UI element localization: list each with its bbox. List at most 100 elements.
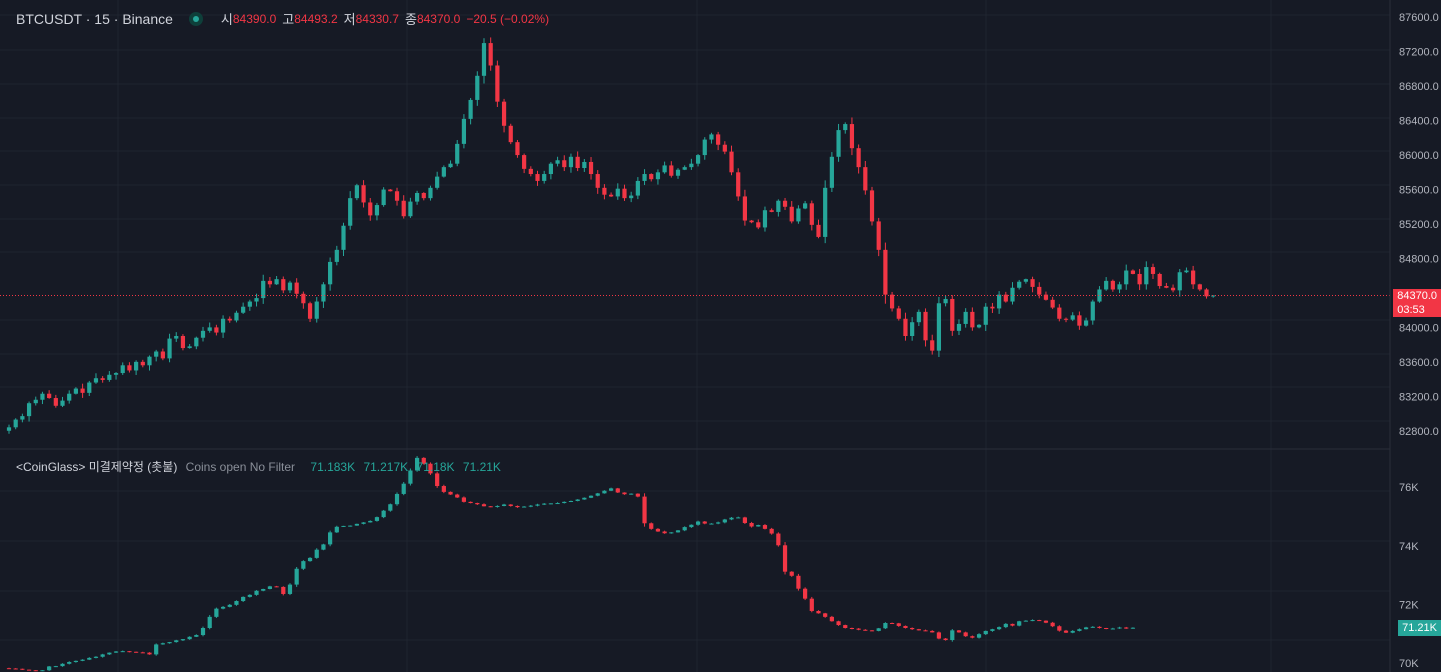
price-body [1177, 272, 1182, 291]
market-status-icon[interactable] [188, 11, 203, 26]
price-candle [234, 310, 239, 323]
oi-body [67, 662, 72, 664]
price-candle [1023, 278, 1028, 284]
oi-body [281, 586, 286, 594]
price-candle [87, 380, 92, 397]
price-candle [997, 291, 1002, 314]
oi-body [1104, 628, 1109, 629]
price-body [602, 187, 607, 195]
oi-body [80, 659, 85, 661]
last-price-tag: 84370.0 03:53 [1393, 288, 1441, 317]
price-body [542, 174, 547, 181]
indicator-title[interactable]: <CoinGlass> 미결제약정 (촛불) [16, 460, 178, 474]
symbol-title[interactable]: BTCUSDT · 15 · Binance [16, 10, 173, 27]
oi-body [1090, 626, 1095, 628]
price-candle [488, 37, 493, 71]
price-body [314, 301, 319, 319]
oi-tick-label: 74K [1399, 541, 1419, 553]
price-candle [167, 333, 172, 363]
price-candle [475, 71, 480, 106]
price-body [421, 192, 426, 199]
price-candle [200, 326, 206, 342]
oi-candle [789, 571, 794, 577]
oi-candle [796, 573, 801, 591]
price-body [1090, 301, 1095, 321]
oi-candle [829, 615, 834, 622]
price-candle [408, 197, 413, 218]
oi-body [642, 496, 647, 524]
price-candle [194, 336, 199, 350]
oi-body [782, 545, 788, 572]
last-oi-label: 71.21K [1402, 621, 1437, 634]
oi-body [307, 557, 313, 562]
oi-candle [301, 560, 306, 571]
oi-candle [408, 468, 413, 486]
price-candle [1157, 272, 1162, 289]
oi-body [481, 504, 487, 507]
oi-candle [548, 503, 553, 505]
oi-candle [428, 462, 433, 475]
price-body [20, 416, 25, 420]
price-body [214, 327, 219, 333]
price-body [722, 144, 727, 152]
price-body [1170, 287, 1176, 291]
price-body [488, 43, 493, 66]
price-candle [261, 274, 266, 304]
price-body [762, 210, 768, 228]
oi-candle [635, 493, 640, 498]
oi-candle [207, 615, 212, 630]
price-candle [421, 192, 426, 201]
oi-candle [47, 665, 52, 671]
price-candle [575, 151, 580, 172]
price-body [649, 174, 654, 180]
price-body [843, 124, 848, 131]
oi-body [1070, 630, 1075, 633]
oi-candle [869, 630, 875, 632]
oi-body [1083, 627, 1089, 630]
oi-candle [689, 524, 694, 528]
oi-body [869, 630, 875, 632]
price-body [287, 282, 293, 291]
price-body [134, 361, 139, 371]
oi-candle [582, 497, 587, 500]
oi-body [508, 504, 513, 506]
price-body [829, 156, 834, 188]
oi-candle [441, 484, 446, 494]
price-candle [20, 413, 25, 423]
oi-body [301, 561, 306, 569]
price-body [682, 167, 687, 170]
price-body [207, 327, 212, 331]
oi-candle [435, 471, 440, 488]
price-candle [936, 296, 942, 357]
price-candle [13, 418, 18, 430]
oi-body [461, 497, 467, 502]
oi-candle [950, 629, 955, 642]
price-axis[interactable]: 87600.0 87200.0 86800.0 86400.0 86000.0 85600… [1399, 12, 1439, 438]
symbol-legend: BTCUSDT · 15 · Binance 시 84390.0 고 84493.2… [16, 9, 549, 28]
oi-body [435, 473, 440, 487]
oi-body [73, 660, 78, 663]
oi-candle [762, 524, 768, 530]
price-body [1124, 270, 1129, 285]
oi-candle [100, 653, 105, 658]
price-candle [535, 170, 540, 186]
oi-candle [274, 585, 279, 588]
oi-body [374, 517, 380, 521]
oi-body [903, 625, 908, 628]
price-tick-label: 83200.0 [1399, 391, 1439, 403]
oi-body [889, 623, 895, 625]
oi-candle [749, 521, 754, 528]
oi-candle [501, 503, 507, 507]
open-interest-axis[interactable]: 76K 74K 72K 70K [1399, 482, 1419, 670]
price-body [381, 189, 386, 206]
oi-body [408, 470, 413, 484]
oi-body [990, 629, 995, 631]
oi-body [769, 528, 774, 534]
price-tick-label: 87600.0 [1399, 12, 1439, 24]
price-candle [227, 316, 232, 323]
price-candle [782, 197, 788, 210]
price-body [274, 279, 279, 285]
oi-candle [334, 525, 339, 533]
